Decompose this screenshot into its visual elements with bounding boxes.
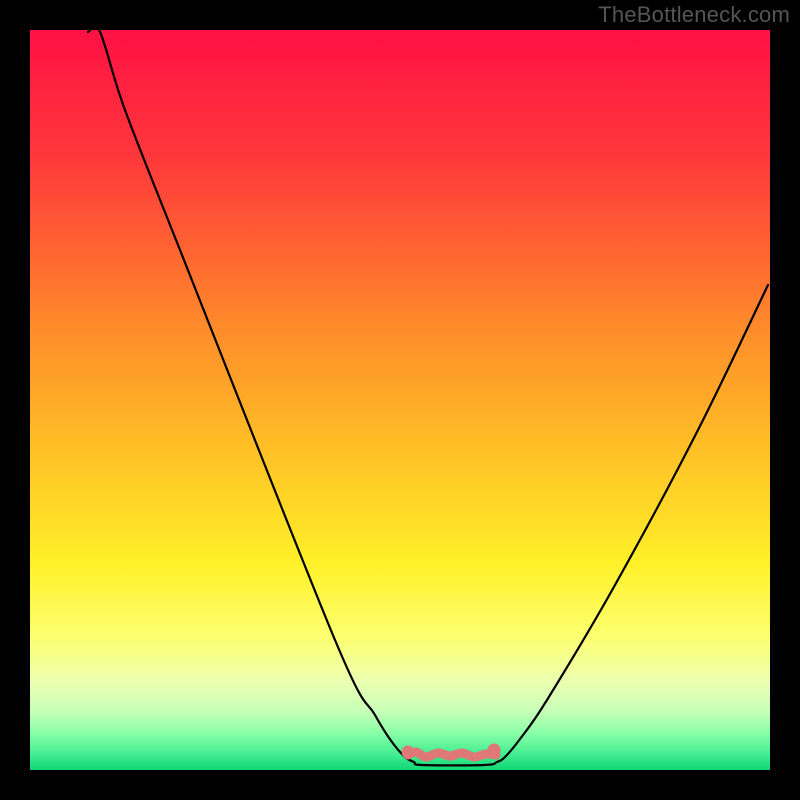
bottleneck-curve [88, 30, 768, 765]
plot-area [30, 30, 770, 770]
optimal-range-dot-left [402, 746, 415, 759]
chart-container: TheBottleneck.com [0, 0, 800, 800]
optimal-range-line [408, 752, 496, 757]
curve-layer [30, 30, 770, 770]
watermark-text: TheBottleneck.com [598, 2, 790, 28]
optimal-range-dot-right [488, 744, 501, 757]
